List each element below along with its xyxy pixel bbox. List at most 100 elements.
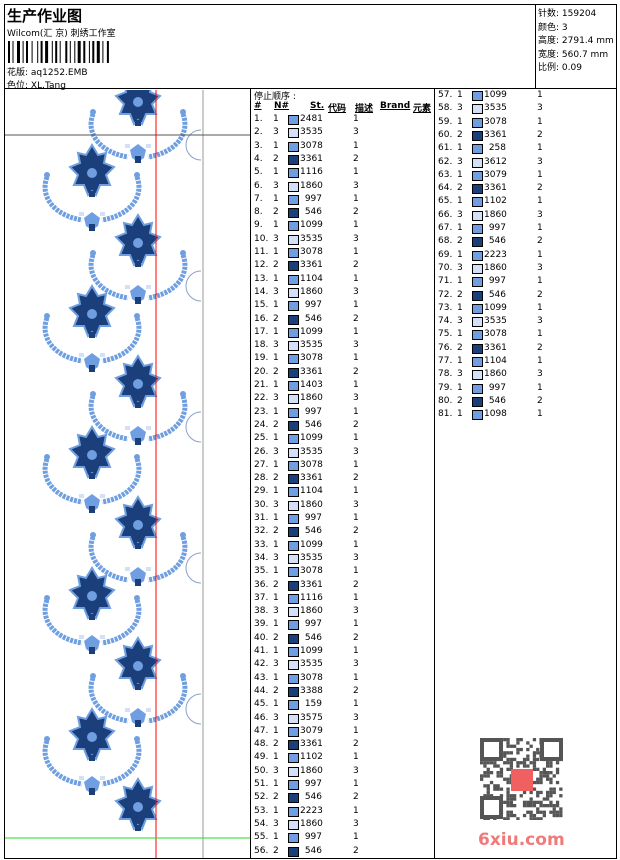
damask-motif xyxy=(115,496,161,550)
header-brand: Brand xyxy=(380,101,411,111)
element-number: 1 xyxy=(537,356,543,366)
qr-module xyxy=(536,790,540,795)
qr-module xyxy=(513,804,517,808)
qr-module xyxy=(509,764,513,768)
stop-row: 3. 1 3078 1 xyxy=(251,141,431,154)
barcode-bar xyxy=(45,41,49,63)
thread-code: 1099 xyxy=(300,646,323,656)
element-number: 3 xyxy=(353,659,359,670)
qr-module xyxy=(480,777,484,781)
barcode-bar xyxy=(55,41,58,63)
qr-module xyxy=(516,747,520,752)
color-swatch xyxy=(472,130,483,141)
header-desc: 描述 xyxy=(355,104,374,114)
qr-module xyxy=(542,797,546,801)
needle-number: 1 xyxy=(457,116,463,127)
barcode-bar xyxy=(65,41,68,63)
qr-module xyxy=(516,764,520,768)
qr-module xyxy=(506,800,510,804)
color-swatch xyxy=(288,620,299,631)
stop-row: 37. 1 1116 1 xyxy=(251,593,431,606)
qr-module xyxy=(552,774,556,778)
stop-number: 49. xyxy=(254,752,269,763)
element-number: 1 xyxy=(353,592,359,603)
thread-code: 1099 xyxy=(300,326,323,337)
stop-number: 8. xyxy=(254,207,263,218)
needle-number: 3 xyxy=(457,156,463,167)
needle-number: 3 xyxy=(273,233,279,244)
damask-motif xyxy=(69,144,115,198)
stop-number: 56. xyxy=(254,845,269,856)
damask-motif xyxy=(115,637,161,691)
qr-module xyxy=(542,767,546,771)
thread-code: 3388 xyxy=(300,685,323,696)
color-swatch xyxy=(288,660,299,671)
qr-code xyxy=(480,738,563,820)
stop-number: 79. xyxy=(438,382,453,393)
element-number: 1 xyxy=(537,116,543,127)
needle-number: 2 xyxy=(273,739,279,750)
element-number: 1 xyxy=(353,646,359,656)
stop-number: 57. xyxy=(438,90,453,100)
qr-module xyxy=(506,787,510,791)
thread-code: 1116 xyxy=(300,167,323,178)
needle-number: 2 xyxy=(457,129,463,140)
element-number: 1 xyxy=(353,353,359,364)
element-number: 1 xyxy=(353,619,359,630)
barcode xyxy=(8,41,109,63)
needle-number: 2 xyxy=(273,632,279,643)
color-swatch xyxy=(288,341,299,352)
color-swatch xyxy=(288,686,299,697)
thread-code: 997 xyxy=(304,406,322,417)
qr-module xyxy=(539,780,543,785)
qr-module xyxy=(546,790,550,795)
qr-module xyxy=(526,800,530,804)
damask-motif xyxy=(115,90,161,127)
color-swatch xyxy=(288,580,299,591)
needle-number: 3 xyxy=(273,127,279,138)
needle-number: 1 xyxy=(457,143,463,154)
color-swatch xyxy=(288,314,299,325)
small-motif xyxy=(79,212,105,231)
stop-row: 32. 2 546 2 xyxy=(251,526,431,539)
qr-module xyxy=(542,810,546,814)
stop-row: 15. 1 997 1 xyxy=(251,300,431,313)
small-motif xyxy=(125,285,151,304)
qr-module xyxy=(532,804,537,808)
needle-number: 2 xyxy=(457,183,463,194)
small-motif xyxy=(125,708,151,727)
thread-code: 3078 xyxy=(300,353,323,364)
thread-code: 997 xyxy=(304,779,322,789)
element-number: 3 xyxy=(353,233,359,244)
qr-module xyxy=(496,784,500,788)
qr-module xyxy=(522,757,527,762)
stop-row: 27. 1 3078 1 xyxy=(251,460,431,473)
stop-row: 11. 1 3078 1 xyxy=(251,247,431,260)
qr-module xyxy=(519,747,523,752)
qr-module xyxy=(542,813,546,818)
needle-number: 3 xyxy=(457,316,463,327)
color-swatch xyxy=(288,487,299,498)
needle-number: 1 xyxy=(273,805,279,816)
needle-number: 1 xyxy=(273,114,279,124)
stop-number: 4. xyxy=(254,153,263,164)
color-swatch xyxy=(288,181,299,192)
needle-number: 1 xyxy=(273,247,279,257)
qr-module xyxy=(483,771,487,775)
needle-number: 2 xyxy=(273,313,279,324)
thread-code: 2223 xyxy=(300,805,323,816)
color-swatch xyxy=(288,474,299,485)
color-swatch xyxy=(288,168,299,179)
stop-row: 61. 1 258 1 xyxy=(435,143,615,156)
damask-motif xyxy=(69,285,115,339)
needle-number: 1 xyxy=(273,672,279,683)
stop-number: 60. xyxy=(438,129,453,140)
thread-code: 3535 xyxy=(300,127,323,138)
thread-code: 1098 xyxy=(484,409,507,420)
company-name: Wilcom(汇 京) 刺绣工作室 xyxy=(7,29,116,39)
stop-number: 24. xyxy=(254,419,269,430)
stop-number: 33. xyxy=(254,539,269,550)
element-number: 2 xyxy=(353,313,359,324)
element-number: 3 xyxy=(353,286,359,297)
element-number: 3 xyxy=(537,316,543,327)
